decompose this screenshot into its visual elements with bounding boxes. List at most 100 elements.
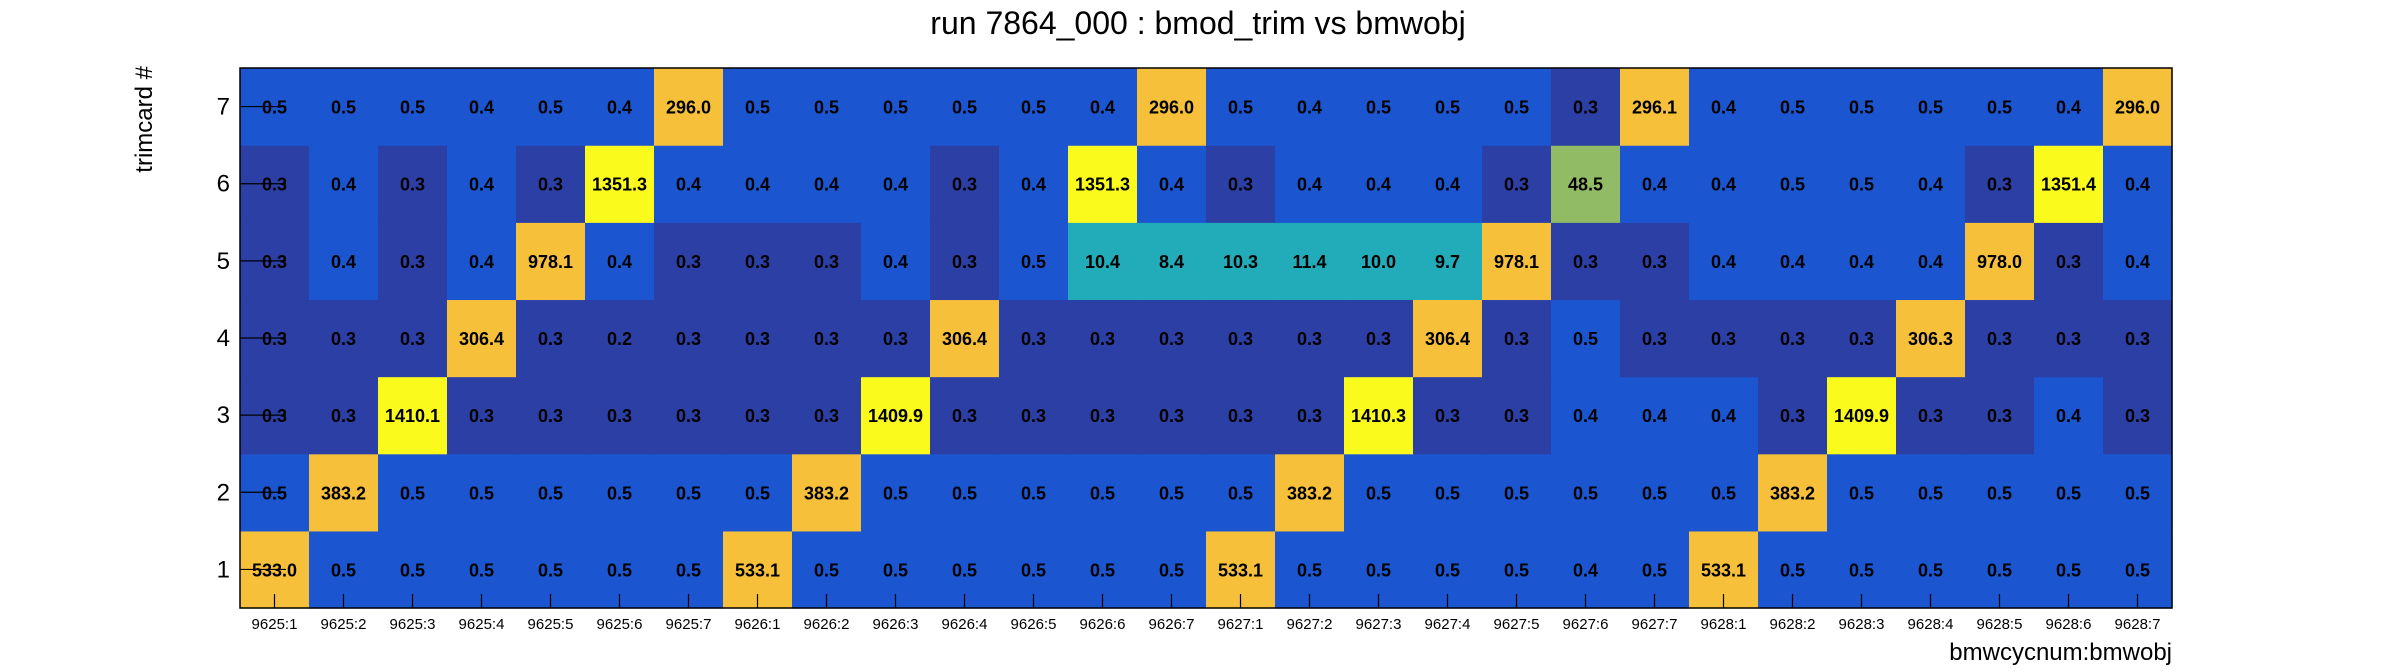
- cell-value-label: 0.5: [1918, 560, 1943, 580]
- heatmap-cell: [654, 222, 724, 301]
- x-tick-label: 9626:7: [1149, 616, 1195, 633]
- heatmap-cell: [861, 222, 931, 301]
- heatmap-cell: [1482, 145, 1552, 223]
- cell-value-label: 0.4: [883, 252, 908, 272]
- heatmap-cell: [1206, 68, 1276, 146]
- x-tick-label: 9625:2: [321, 616, 367, 633]
- x-tick-label: 9626:4: [942, 616, 988, 633]
- cell-value-label: 0.5: [2125, 483, 2150, 503]
- x-tick-label: 9627:7: [1632, 616, 1678, 633]
- cell-value-label: 0.4: [1642, 406, 1667, 426]
- cell-value-label: 0.3: [2125, 329, 2150, 349]
- heatmap-cell: [999, 68, 1069, 146]
- cell-value-label: 0.4: [2056, 98, 2081, 118]
- cell-value-label: 0.5: [2125, 560, 2150, 580]
- cell-value-label: 0.3: [1021, 329, 1046, 349]
- cell-value-label: 306.4: [942, 329, 987, 349]
- heatmap-cell: [1551, 68, 1621, 146]
- heatmap-cell: [516, 376, 586, 455]
- x-tick-label: 9625:1: [252, 616, 298, 633]
- heatmap-cell: [1758, 376, 1828, 455]
- cell-value-label: 0.4: [883, 175, 908, 195]
- heatmap-cell: [723, 453, 793, 532]
- cell-value-label: 10.4: [1085, 252, 1120, 272]
- heatmap-cell: [2103, 376, 2173, 455]
- cell-value-label: 383.2: [804, 483, 849, 503]
- cell-value-label: 306.4: [1425, 329, 1470, 349]
- heatmap-cell: [654, 376, 724, 455]
- heatmap-cell: [1068, 299, 1138, 378]
- cell-value-label: 0.3: [1504, 406, 1529, 426]
- cell-value-label: 0.3: [1780, 406, 1805, 426]
- heatmap-cell: [585, 453, 655, 532]
- cell-value-label: 0.4: [1849, 252, 1874, 272]
- heatmap-cell: [447, 376, 517, 455]
- heatmap-cell: [1827, 453, 1897, 532]
- cell-value-label: 383.2: [1770, 483, 1815, 503]
- heatmap-cell: [1068, 222, 1138, 301]
- heatmap-cell: [1896, 453, 1966, 532]
- y-tick-label: 6: [217, 171, 230, 198]
- cell-value-label: 0.5: [676, 483, 701, 503]
- cell-value-label: 0.5: [1021, 483, 1046, 503]
- heatmap-cell: [378, 299, 448, 378]
- heatmap-cell: [999, 222, 1069, 301]
- heatmap-cell: [1344, 68, 1414, 146]
- chart-title: run 7864_000 : bmod_trim vs bmwobj: [930, 5, 1465, 41]
- heatmap-cell: [723, 299, 793, 378]
- cell-value-label: 0.5: [1366, 483, 1391, 503]
- heatmap-cell: [1344, 376, 1414, 455]
- cell-value-label: 0.5: [331, 560, 356, 580]
- cell-value-label: 0.3: [331, 329, 356, 349]
- x-tick-label: 9625:4: [459, 616, 505, 633]
- y-tick-label: 1: [217, 556, 230, 583]
- heatmap-cell: [309, 299, 379, 378]
- heatmap-cell: [1482, 299, 1552, 378]
- heatmap-cell: [1827, 299, 1897, 378]
- cell-value-label: 0.3: [1711, 329, 1736, 349]
- heatmap-cell: [1275, 453, 1345, 532]
- heatmap-cell: [1206, 299, 1276, 378]
- heatmap-cell: [1965, 376, 2035, 455]
- heatmap-cell: [654, 453, 724, 532]
- x-tick-label: 9626:3: [873, 616, 919, 633]
- cell-value-label: 0.3: [1642, 329, 1667, 349]
- cell-value-label: 0.5: [2056, 560, 2081, 580]
- heatmap-cell: [2103, 453, 2173, 532]
- cell-value-label: 0.5: [676, 560, 701, 580]
- cell-value-label: 0.3: [262, 252, 287, 272]
- heatmap-cell: [1689, 145, 1759, 223]
- heatmap-cell: [861, 68, 931, 146]
- heatmap-cell: [1413, 376, 1483, 455]
- cell-value-label: 0.5: [538, 483, 563, 503]
- cell-value-label: 10.0: [1361, 252, 1396, 272]
- cell-value-label: 0.3: [745, 329, 770, 349]
- heatmap-cell: [930, 453, 1000, 532]
- cell-value-label: 0.3: [400, 252, 425, 272]
- cell-value-label: 0.3: [814, 252, 839, 272]
- heatmap-cell: [1758, 299, 1828, 378]
- cell-value-label: 0.4: [1711, 175, 1736, 195]
- heatmap-cell: [309, 68, 379, 146]
- heatmap-cell: [792, 145, 862, 223]
- heatmap-cell: [1896, 376, 1966, 455]
- cell-value-label: 0.5: [745, 483, 770, 503]
- cell-value-label: 306.4: [459, 329, 504, 349]
- heatmap-cell: [1758, 453, 1828, 532]
- heatmap-cell: [1551, 145, 1621, 223]
- cell-value-label: 0.3: [262, 175, 287, 195]
- cell-value-label: 0.5: [1780, 560, 1805, 580]
- cell-value-label: 0.4: [676, 175, 701, 195]
- heatmap-cell: [792, 68, 862, 146]
- cell-value-label: 306.3: [1908, 329, 1953, 349]
- cell-value-label: 0.5: [883, 560, 908, 580]
- cell-value-label: 0.3: [331, 406, 356, 426]
- heatmap-cell: [1344, 222, 1414, 301]
- cell-value-label: 0.3: [1159, 329, 1184, 349]
- heatmap-cell: [1137, 222, 1207, 301]
- cell-value-label: 0.3: [1228, 406, 1253, 426]
- cell-value-label: 0.4: [1918, 252, 1943, 272]
- x-axis-title: bmwcycnum:bmwobj: [1949, 639, 2172, 666]
- heatmap-cell: [1827, 376, 1897, 455]
- cell-value-label: 0.3: [262, 329, 287, 349]
